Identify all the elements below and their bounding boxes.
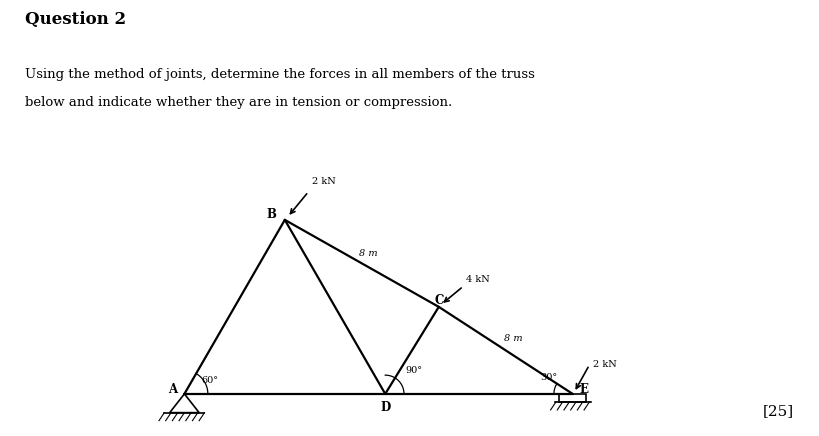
Text: 30°: 30° xyxy=(540,373,557,382)
Text: 60°: 60° xyxy=(201,375,218,385)
Text: 2 kN: 2 kN xyxy=(311,177,335,186)
Text: 8 m: 8 m xyxy=(504,334,523,343)
Text: B: B xyxy=(266,208,276,221)
Text: A: A xyxy=(168,383,178,396)
Text: below and indicate whether they are in tension or compression.: below and indicate whether they are in t… xyxy=(25,96,451,109)
Text: C: C xyxy=(433,294,443,307)
Text: 2 kN: 2 kN xyxy=(593,361,617,369)
Text: 90°: 90° xyxy=(405,366,422,375)
Text: Question 2: Question 2 xyxy=(25,11,125,28)
Text: [25]: [25] xyxy=(762,405,793,419)
Text: E: E xyxy=(579,383,588,396)
Text: Using the method of joints, determine the forces in all members of the truss: Using the method of joints, determine th… xyxy=(25,68,534,81)
Text: 4 kN: 4 kN xyxy=(465,275,489,283)
Text: D: D xyxy=(380,401,390,414)
Text: 8 m: 8 m xyxy=(359,249,378,258)
